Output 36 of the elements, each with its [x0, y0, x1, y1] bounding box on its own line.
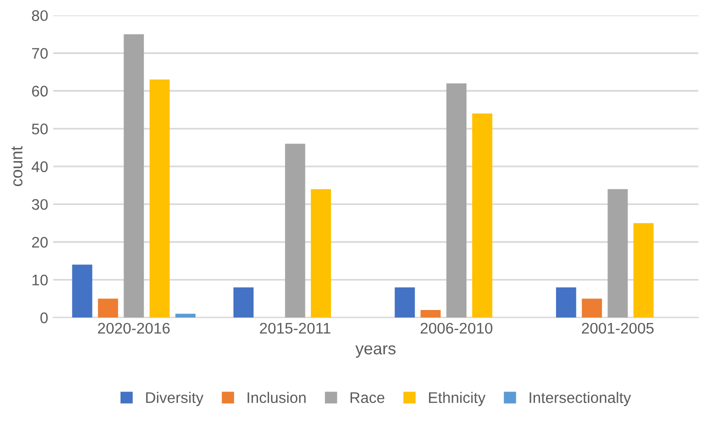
- bar: [175, 314, 196, 318]
- legend-label: Ethnicity: [429, 392, 486, 406]
- x-tick-label: 2001-2005: [582, 322, 654, 334]
- bar: [310, 189, 331, 318]
- y-tick-label: 40: [32, 161, 48, 172]
- bar: [98, 298, 118, 318]
- bar: [582, 298, 602, 318]
- y-tick-label: 0: [40, 312, 48, 324]
- bar: [633, 223, 654, 318]
- x-axis-title: years: [355, 345, 396, 358]
- bar: [150, 80, 170, 318]
- y-tick-label: 70: [32, 48, 48, 59]
- legend-label: Diversity: [146, 392, 204, 406]
- bar: [608, 189, 628, 318]
- bar: [124, 34, 144, 318]
- y-tick-label: 20: [32, 236, 48, 248]
- y-tick-label: 30: [32, 199, 48, 210]
- legend-label: Race: [350, 392, 384, 404]
- legend-label: Inclusion: [248, 392, 306, 404]
- bar: [394, 287, 415, 318]
- bar: [233, 287, 254, 318]
- y-axis-title: count: [12, 146, 22, 186]
- y-tick-label: 60: [32, 86, 48, 97]
- bar: [72, 264, 92, 318]
- legend-label: Intersectionalty: [530, 392, 632, 406]
- bar: [472, 114, 492, 318]
- y-tick-label: 10: [32, 274, 48, 286]
- y-tick-label: 50: [32, 124, 48, 134]
- bar: [556, 287, 576, 318]
- y-tick-label: 80: [32, 10, 48, 22]
- x-tick-label: 2006-2010: [420, 322, 492, 334]
- bar: [285, 144, 306, 318]
- bar: [446, 83, 466, 318]
- x-tick-label: 2015-2011: [260, 322, 330, 334]
- bar: [420, 310, 441, 318]
- x-tick-label: 2020-2016: [98, 322, 170, 334]
